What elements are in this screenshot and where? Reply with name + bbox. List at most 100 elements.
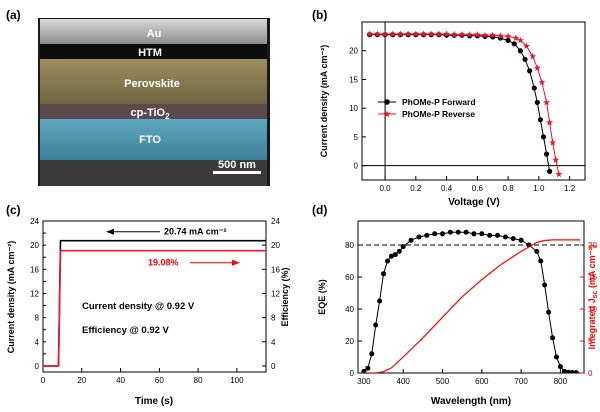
x-tick-label: 80 — [194, 376, 203, 385]
data-point — [533, 64, 541, 71]
x-tick-label: 0.2 — [410, 184, 422, 193]
data-point — [463, 229, 469, 235]
y2-tick-label: 15 — [588, 273, 597, 282]
legend: PhOMe-P Forward PhOMe-P Reverse — [378, 97, 476, 119]
data-point — [388, 253, 394, 259]
layer-label-cp-tio2: cp-TiO2 — [130, 107, 170, 121]
panel-label-b: (b) — [312, 8, 327, 22]
y2-axis-title-main: Integrated J — [587, 298, 597, 349]
x-tick-label: 400 — [397, 377, 411, 386]
x-axis-title: Wavelength (nm) — [431, 396, 511, 407]
y2-tick-label: 5 — [588, 337, 593, 346]
data-point — [512, 34, 520, 41]
data-point — [487, 232, 493, 238]
x-tick-label: 100 — [230, 376, 244, 385]
data-point — [549, 139, 557, 146]
annotation-current-label: Current density @ 0.92 V — [82, 301, 195, 312]
y2-tick-label: 20 — [271, 241, 280, 250]
y-tick-label: 24 — [30, 217, 39, 226]
y-tick-label: 10 — [349, 104, 358, 113]
data-point — [547, 168, 553, 174]
data-point — [412, 30, 420, 37]
data-point — [432, 231, 438, 237]
data-point — [497, 32, 504, 39]
y-tick-label: 5 — [354, 133, 359, 142]
data-point — [404, 30, 412, 37]
x-tick-label: 1.2 — [564, 184, 576, 193]
data-point — [502, 234, 508, 240]
data-point — [534, 248, 540, 254]
data-point — [538, 78, 546, 86]
scale-bar — [213, 171, 261, 174]
series-line-jsc — [363, 239, 581, 373]
data-point — [481, 31, 489, 39]
y2-tick-label: 4 — [271, 338, 276, 347]
arrow-head-efficiency — [232, 259, 240, 266]
layer-label-au: Au — [147, 28, 162, 40]
layer-fto — [40, 119, 267, 161]
data-point — [527, 68, 533, 74]
y-tick-label: 20 — [30, 241, 39, 250]
legend-marker — [383, 110, 391, 118]
data-point — [366, 30, 374, 37]
data-point — [435, 30, 443, 37]
data-point — [384, 258, 390, 264]
x-tick-label: 1.0 — [533, 184, 545, 193]
y-tick-label: 80 — [345, 241, 354, 250]
data-point — [517, 48, 524, 54]
data-point — [489, 31, 497, 39]
annotations: 20.74 mA cm⁻² 19.08% Current density @ 0.9… — [82, 227, 240, 336]
stability-chart: 0 20 40 60 80 100 0 4 8 12 16 20 24 0 4 8 12 16 20 24 20.74… — [6, 217, 290, 407]
data-point — [495, 232, 501, 238]
y-tick-label: 15 — [349, 75, 358, 84]
layer-label-fto: FTO — [139, 134, 161, 146]
arrow-head-current — [106, 228, 114, 235]
data-point — [397, 30, 404, 37]
y2-tick-label: 16 — [271, 265, 280, 274]
x-axis-title: Time (s) — [135, 396, 173, 407]
y2-axis-title: Integrated Jsc (mA cm⁻²) — [587, 245, 599, 350]
y2-tick-label: 20 — [588, 241, 597, 250]
data-point — [427, 30, 435, 37]
data-point — [529, 52, 537, 60]
y2-tick-label: 0 — [271, 362, 276, 371]
data-point — [565, 369, 571, 373]
y-tick-label: 12 — [30, 289, 39, 298]
data-point — [440, 231, 446, 237]
data-point — [450, 31, 458, 38]
layer-label-htm: HTM — [138, 47, 162, 59]
data-point — [400, 244, 406, 250]
layer-label-perovskite: Perovskite — [124, 78, 180, 90]
data-point — [420, 30, 427, 37]
data-point — [505, 37, 511, 43]
data-point — [479, 231, 485, 237]
data-point — [540, 134, 547, 140]
panel-label-a: (a) — [6, 8, 21, 22]
data-point — [534, 99, 540, 106]
layer-htm — [40, 44, 267, 60]
y2-tick-label: 24 — [271, 217, 280, 226]
data-point — [511, 41, 517, 47]
y-tick-label: 40 — [345, 305, 354, 314]
cp-tio2-main: cp-TiO — [130, 107, 165, 119]
x-tick-label: 800 — [554, 377, 568, 386]
data-point — [374, 30, 381, 37]
x-tick-label: 600 — [475, 377, 489, 386]
data-point — [573, 370, 579, 373]
data-point — [455, 229, 461, 235]
scale-bar-label: 500 nm — [218, 159, 256, 171]
y-tick-label: 16 — [30, 265, 39, 274]
x-tick-label: 0.8 — [503, 184, 515, 193]
data-point — [392, 252, 398, 258]
x-tick-label: 0.4 — [441, 184, 453, 193]
layer-au — [40, 19, 267, 45]
data-point — [543, 151, 550, 157]
data-point — [424, 232, 430, 238]
data-point — [569, 370, 575, 373]
data-point — [443, 30, 450, 37]
data-point — [361, 368, 367, 373]
y2-tick-label: 12 — [271, 289, 280, 298]
